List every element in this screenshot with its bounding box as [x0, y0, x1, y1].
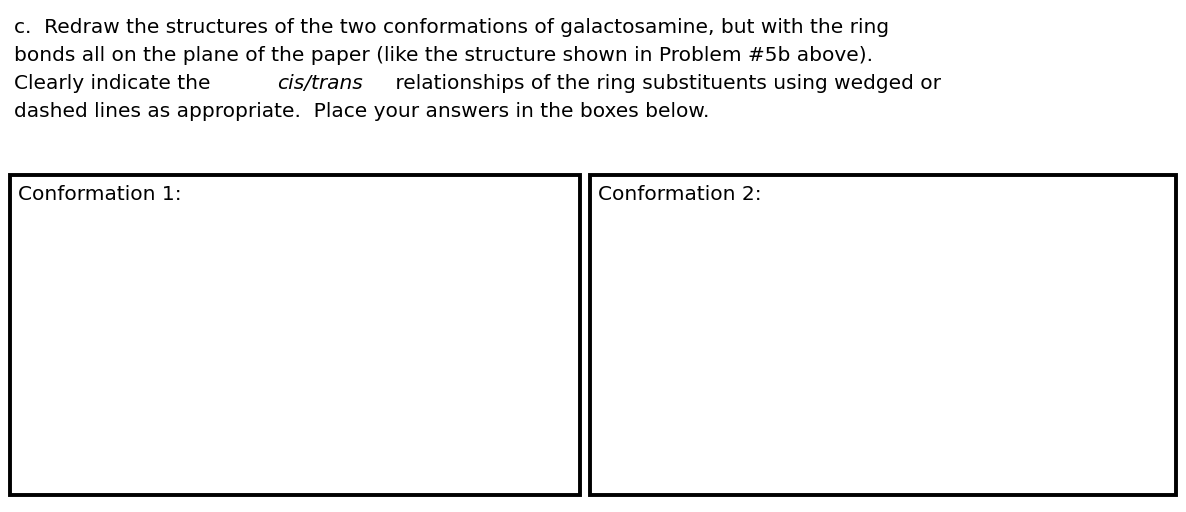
Text: Clearly indicate the: Clearly indicate the: [14, 74, 217, 93]
Bar: [589, 175, 1177, 495]
Text: c.  Redraw the structures of the two conformations of galactosamine, but with th: c. Redraw the structures of the two conf…: [14, 18, 890, 37]
Text: relationships of the ring substituents using wedged or: relationships of the ring substituents u…: [389, 74, 940, 93]
Text: Conformation 1:: Conformation 1:: [18, 185, 181, 204]
Text: Conformation 2:: Conformation 2:: [598, 185, 761, 204]
Bar: [9, 175, 580, 495]
Text: bonds all on the plane of the paper (like the structure shown in Problem #5b abo: bonds all on the plane of the paper (lik…: [14, 46, 873, 65]
Text: dashed lines as appropriate.  Place your answers in the boxes below.: dashed lines as appropriate. Place your …: [14, 102, 709, 121]
Text: cis/trans: cis/trans: [278, 74, 363, 93]
